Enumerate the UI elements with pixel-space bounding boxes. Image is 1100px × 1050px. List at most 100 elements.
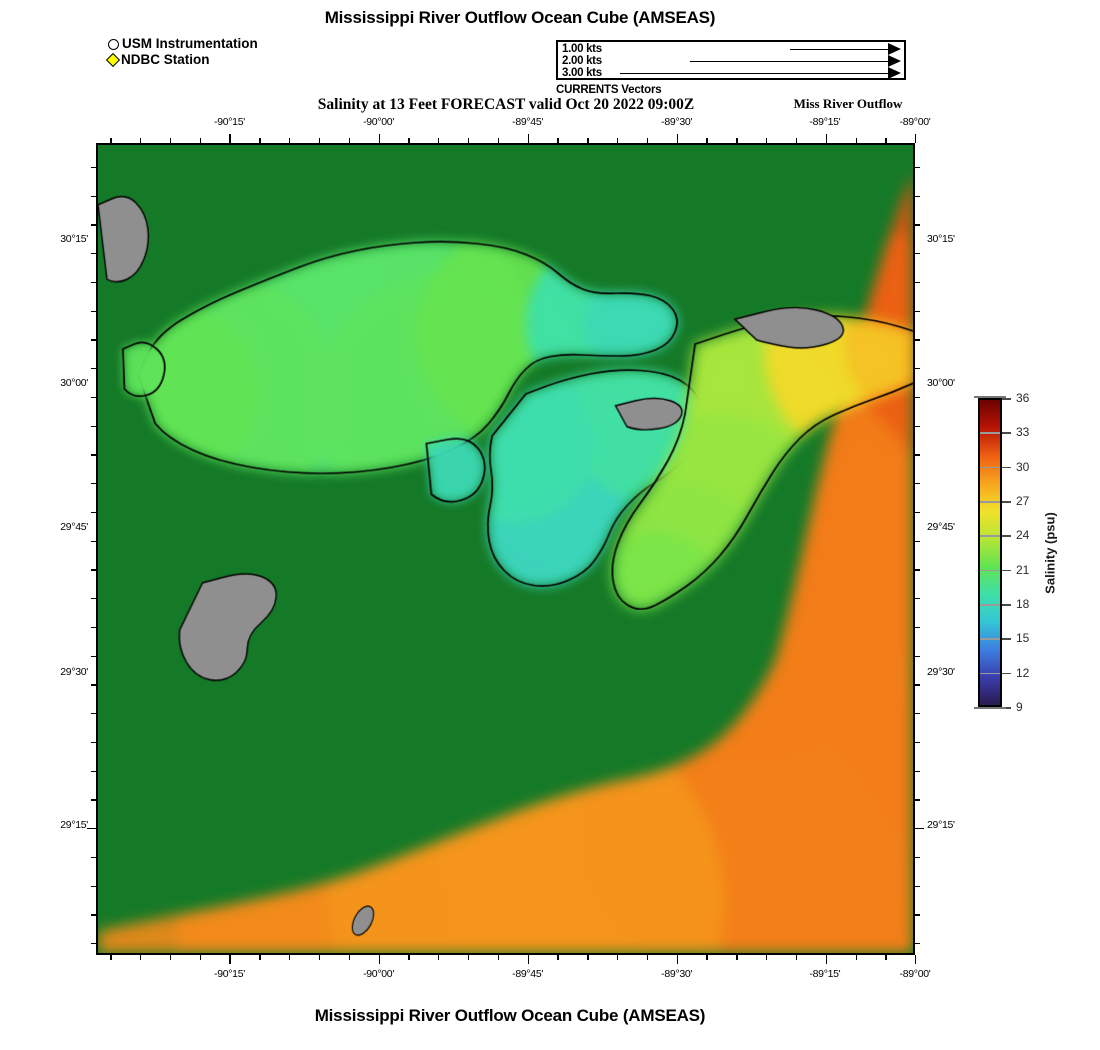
axis-tick-y [91,454,96,456]
colorbar-divider [980,432,1000,434]
axis-label-y: 30°15' [60,232,88,245]
vector-legend-line-1 [790,49,890,51]
colorbar-tick [1002,638,1011,640]
axis-tick-y [915,368,920,370]
axis-tick-y [91,425,96,427]
axis-tick-y [91,569,96,571]
axis-tick-x [318,138,321,143]
colorbar-divider [980,466,1000,469]
axis-tick-y [915,454,920,456]
axis-tick-x [825,955,828,964]
colorbar-gradient [980,400,1000,705]
colorbar-divider [980,535,1000,537]
axis-tick-x [527,955,529,964]
vector-legend-line-2 [690,61,890,63]
page-title: Mississippi River Outflow Ocean Cube (AM… [324,8,716,27]
axis-tick-x [915,134,917,143]
axis-tick-x [289,955,291,960]
axis-tick-y [91,885,96,887]
legend-label-ndbc: NDBC Station [121,52,210,67]
axis-tick-y [915,799,920,801]
axis-label-x: -89°15' [809,968,841,980]
axis-tick-x [617,955,619,960]
axis-label-x: -89°00' [899,968,931,980]
colorbar-tick-label: 18 [1016,597,1030,611]
axis-tick-x [915,955,917,964]
axis-label-x: -90°00' [363,116,395,128]
axis-tick-y [915,483,920,485]
colorbar-end-cap [974,707,1006,710]
axis-label-x: -89°15' [809,116,841,128]
axis-tick-y [915,741,920,744]
axis-tick-y [91,799,96,801]
axis-label-x: -89°30' [661,968,693,980]
vector-legend-row-3: 3.00 kts [558,67,904,80]
axis-label-x: -89°45' [512,116,544,128]
axis-tick-x [855,138,857,143]
axis-tick-x [438,138,440,143]
axis-tick-y [91,770,96,772]
axis-label-x: -89°30' [661,116,693,128]
colorbar-tick [1002,398,1011,400]
axis-tick-x [497,138,500,143]
axis-tick-x [646,955,649,960]
axis-tick-x [557,955,559,960]
colorbar-tick [1002,569,1011,572]
salinity-map-canvas[interactable] [98,145,913,953]
axis-tick-x [378,134,380,143]
salinity-map[interactable] [96,143,915,955]
axis-tick-y [915,425,920,427]
vector-legend-arrowhead-3 [888,67,901,79]
colorbar-tick [1002,672,1011,675]
axis-tick-x [706,138,708,143]
vector-legend-label-3: 3.00 kts [562,67,602,79]
colorbar-divider [980,501,1000,503]
colorbar-tick [1002,604,1011,606]
axis-tick-y [915,253,920,255]
axis-tick-y [91,914,96,916]
vector-legend-label-1: 1.00 kts [562,43,602,55]
axis-tick-y [91,195,96,197]
legend-item-usm: USM Instrumentation [108,36,258,52]
axis-tick-y [91,598,96,600]
axis-tick-x [736,955,738,960]
axis-tick-y [915,569,920,571]
axis-tick-y [915,511,920,514]
axis-tick-y [915,626,920,629]
axis-tick-x [438,955,440,960]
axis-tick-x [259,955,261,960]
axis-tick-x [646,138,649,143]
vector-legend-row-1: 1.00 kts [558,43,904,56]
axis-tick-x [617,138,619,143]
vector-legend-caption: CURRENTS Vectors [556,84,662,96]
axis-tick-x [348,138,351,143]
axis-tick-x [169,138,172,143]
axis-tick-x [169,955,172,960]
colorbar-divider [980,604,1000,606]
vector-legend-arrowhead-2 [888,55,901,67]
axis-tick-x [885,138,887,143]
axis-tick-x [229,134,231,143]
currents-vector-legend: 1.00 kts 2.00 kts 3.00 kts [556,40,906,80]
axis-tick-x [467,138,470,143]
axis-tick-y [91,684,96,686]
axis-tick-x [140,955,142,960]
axis-tick-x [259,138,261,143]
colorbar-tick [1002,466,1011,469]
axis-tick-x [527,134,529,143]
colorbar-tick [1002,501,1011,503]
colorbar [978,398,1002,707]
colorbar-divider [980,638,1000,640]
axis-tick-x [378,955,380,964]
legend-label-usm: USM Instrumentation [122,36,258,51]
axis-label-y: 29°45' [927,521,955,534]
axis-tick-y [915,684,920,686]
colorbar-divider [980,672,1000,675]
axis-tick-x [318,955,321,960]
axis-tick-x [408,138,410,143]
axis-label-x: -90°15' [214,968,245,980]
axis-tick-y [915,655,920,657]
axis-tick-y [915,828,924,830]
axis-tick-x [110,955,112,960]
axis-tick-x [587,138,589,143]
